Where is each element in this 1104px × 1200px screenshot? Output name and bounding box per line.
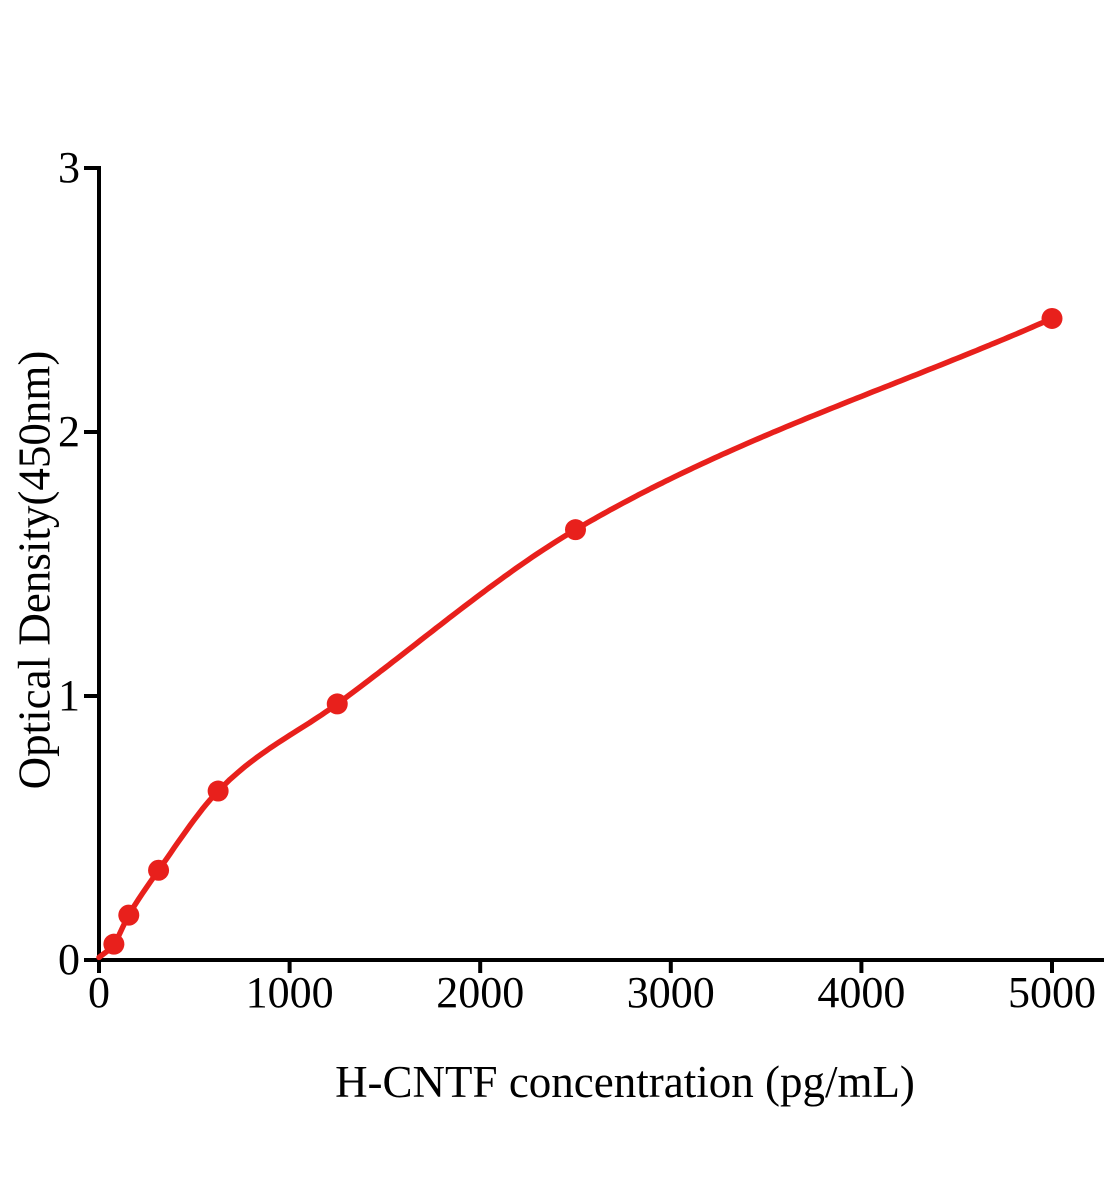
y-tick-label: 1 xyxy=(58,671,80,720)
x-tick-label: 0 xyxy=(88,968,110,1017)
data-point-marker xyxy=(103,933,125,955)
x-tick-label: 1000 xyxy=(246,968,334,1017)
standard-curve-line xyxy=(96,315,1055,961)
x-axis-title: H-CNTF concentration (pg/mL) xyxy=(335,1057,915,1107)
y-tick-label: 3 xyxy=(58,143,80,192)
data-point-marker xyxy=(1041,307,1063,329)
data-point-marker xyxy=(565,519,586,541)
data-point-marker xyxy=(148,859,170,881)
x-tick-label: 4000 xyxy=(817,968,905,1017)
x-tick-label: 2000 xyxy=(436,968,524,1017)
x-tick-label: 3000 xyxy=(627,968,715,1017)
x-tick-label: 5000 xyxy=(1008,968,1096,1017)
y-tick-label: 2 xyxy=(58,407,80,456)
y-tick-label: 0 xyxy=(58,935,80,984)
data-point-marker xyxy=(207,780,229,802)
data-point-marker xyxy=(118,904,140,926)
y-axis-title: Optical Density(450nm) xyxy=(9,350,60,790)
data-point-marker xyxy=(326,693,348,715)
